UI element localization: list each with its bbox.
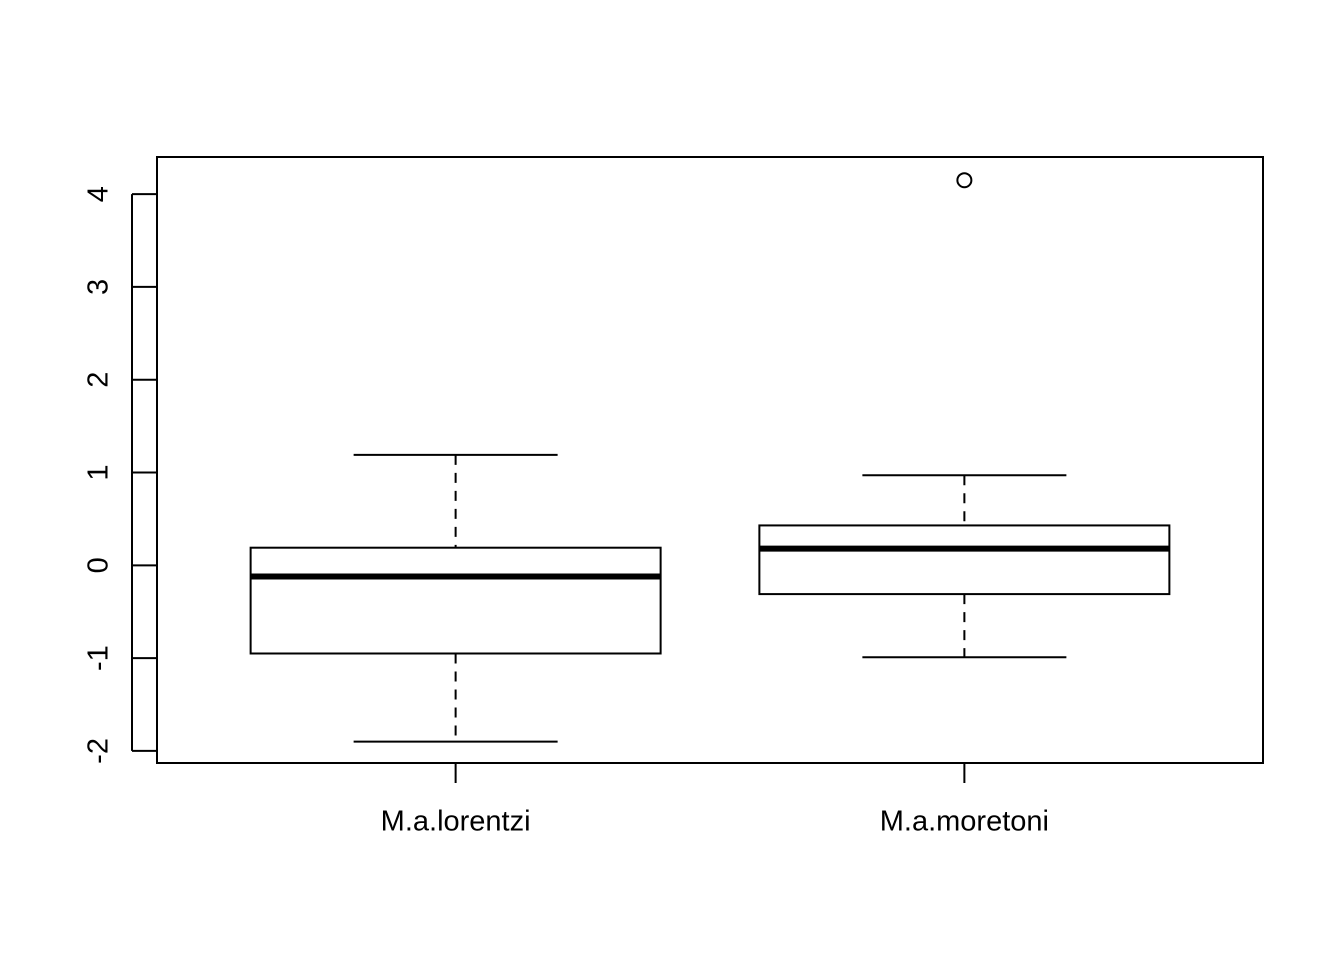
y-axis: -2 -1 0 1 2 3 4 (83, 186, 157, 764)
y-tick-label: 4 (83, 186, 115, 202)
box-body (758, 524, 1171, 596)
y-tick-label: -1 (83, 645, 115, 671)
box-body (249, 546, 662, 655)
box-1 (249, 453, 662, 743)
outlier-point (956, 172, 973, 189)
y-tick-label: 0 (83, 557, 115, 573)
x-tick-label: M.a.moretoni (880, 806, 1049, 838)
box-group (249, 172, 1171, 743)
y-tick-label: 2 (83, 372, 115, 388)
plot-frame (156, 156, 1264, 764)
x-axis: M.a.lorentzi M.a.moretoni (381, 763, 1049, 838)
y-tick-label: -2 (83, 738, 115, 764)
y-tick-label: 3 (83, 279, 115, 295)
x-tick-label: M.a.lorentzi (381, 806, 531, 838)
box-2 (758, 172, 1171, 659)
y-tick-label: 1 (83, 464, 115, 480)
